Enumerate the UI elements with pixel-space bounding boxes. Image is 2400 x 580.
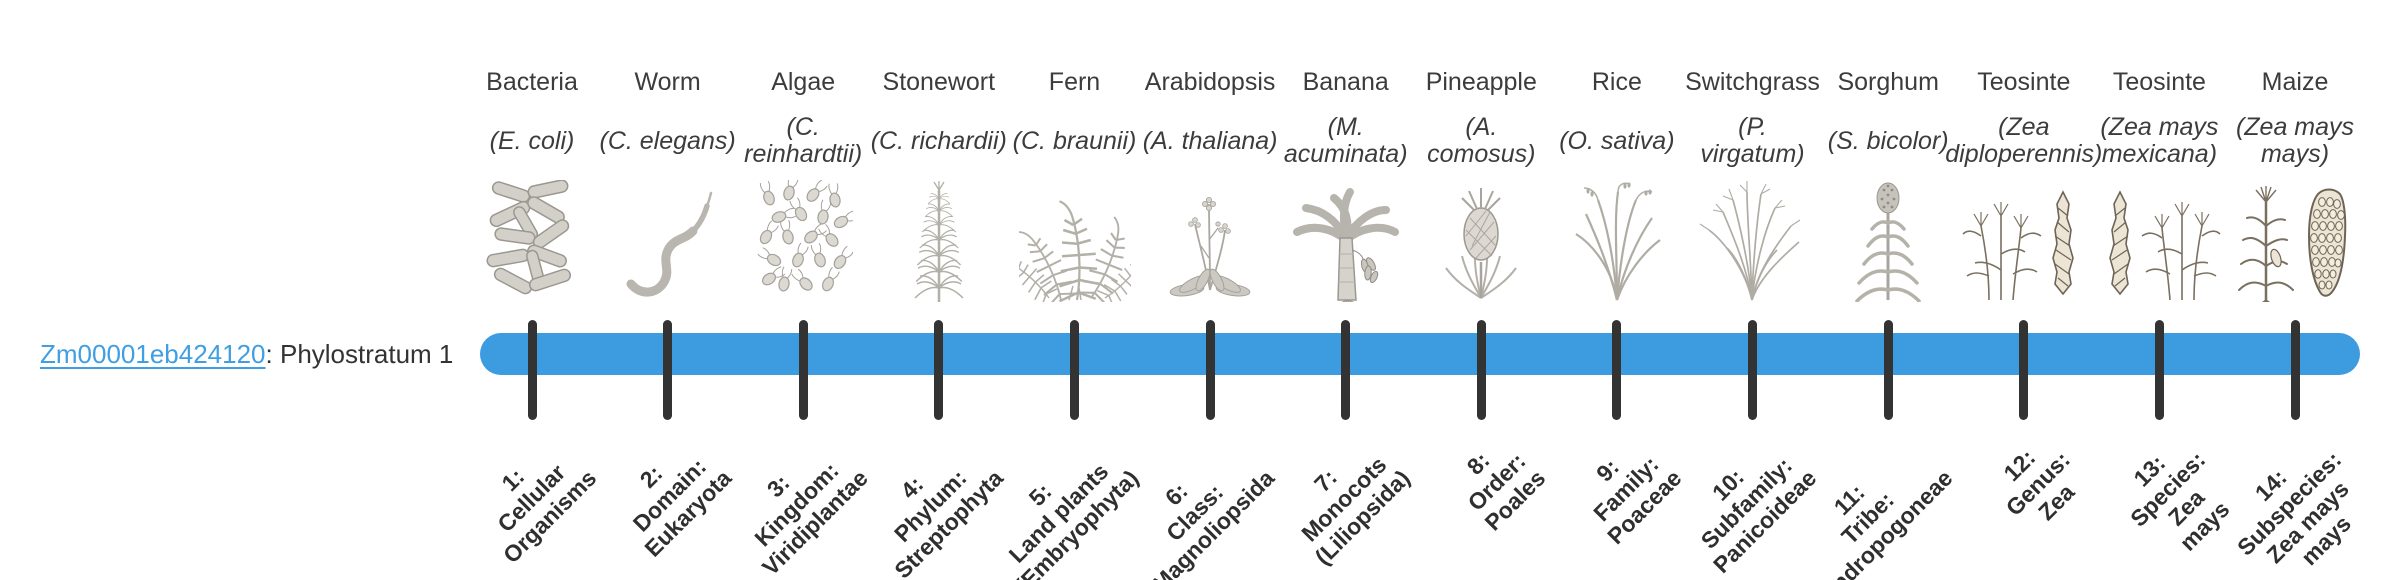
species-scientific-name: (Zea mays mays) (2235, 113, 2355, 168)
stonewort-icon (869, 176, 1009, 302)
species-common-name: Teosinte (2112, 68, 2206, 96)
stratum-label: 8: Order: Poales (1461, 446, 1551, 536)
stratum-label: 4: Phylum: Streptophyta (888, 464, 1008, 580)
tick-mark (663, 320, 673, 420)
species-scientific-name: (C. reinhardtii) (744, 113, 863, 168)
species-scientific-name: (A. comosus) (1427, 113, 1536, 168)
species-common-name: Teosinte (1977, 68, 2071, 96)
bacteria-icon (462, 176, 602, 302)
stratum-label: 2: Domain: Eukaryota (628, 453, 737, 562)
gene-label: Zm00001eb424120: Phylostratum 1 (40, 338, 453, 370)
species-scientific-name: (C. elegans) (599, 126, 736, 155)
species-common-name: Arabidopsis (1144, 68, 1276, 96)
stratum-label: 1: Cellular Organisms (492, 459, 602, 569)
tick-mark (1205, 320, 1215, 420)
species-common-name: Switchgrass (1685, 68, 1820, 96)
stratum-label: 9: Family: Poaceae (1587, 450, 1687, 550)
tick-mark (2290, 320, 2300, 420)
maize-icon (2225, 176, 2365, 302)
switchgrass-icon (1683, 176, 1823, 302)
stratum-label: 13: Species: Zea mays (2124, 446, 2235, 556)
tick-mark (1476, 320, 1486, 420)
species-scientific-name: (E. coli) (489, 126, 575, 155)
species-scientific-name: (S. bicolor) (1827, 126, 1949, 155)
stratum-label: 14: Subspecies: Zea mays mays (2231, 446, 2356, 571)
species-common-name: Algae (771, 68, 836, 96)
species-scientific-name: (P. virgatum) (1700, 113, 1805, 168)
tick-mark (2154, 320, 2164, 420)
species-scientific-name: (M. acuminata) (1283, 113, 1408, 168)
sorghum-icon (1818, 176, 1958, 302)
stratum-label: 12: Genus: Zea (1998, 444, 2079, 526)
teosinte-mexicana-icon (2089, 176, 2229, 302)
stratum-label: 5: Land plants (Embryophyta) (1003, 458, 1144, 580)
stratum-label: 3: Kingdom: Viridiplantae (748, 457, 873, 580)
tick-mark (1883, 320, 1893, 420)
gene-link[interactable]: Zm00001eb424120 (40, 339, 266, 369)
species-common-name: Rice (1591, 68, 1642, 96)
species-scientific-name: (Zea diploperennis) (1945, 113, 2103, 168)
stratum-label: 11: Tribe: Andropogoneae (1814, 464, 1958, 580)
timeline-bar (480, 333, 2360, 375)
species-common-name: Bacteria (486, 68, 578, 96)
species-scientific-name: (Zea mays mexicana) (2100, 113, 2219, 168)
species-common-name: Pineapple (1425, 68, 1537, 96)
fern-icon (1005, 176, 1145, 302)
arabidopsis-icon (1140, 176, 1280, 302)
gene-stratum-text: : Phylostratum 1 (265, 339, 454, 369)
species-common-name: Maize (2261, 68, 2329, 96)
algae-icon (733, 176, 873, 302)
species-common-name: Banana (1302, 68, 1389, 96)
tick-mark (1341, 320, 1351, 420)
teosinte-diploperennis-icon (1954, 176, 2094, 302)
species-scientific-name: (A. thaliana) (1142, 126, 1278, 155)
tick-mark (1070, 320, 1079, 420)
species-common-name: Worm (634, 68, 701, 96)
species-common-name: Stonewort (882, 68, 996, 96)
stratum-label: 7: Monocots (Liliopsida) (1296, 451, 1415, 570)
tick-mark (2019, 320, 2029, 420)
pineapple-icon (1411, 176, 1551, 302)
tick-mark (1748, 320, 1757, 420)
worm-icon (598, 176, 738, 302)
species-scientific-name: (C. richardii) (870, 126, 1007, 155)
tick-mark (1612, 320, 1622, 420)
species-common-name: Fern (1048, 68, 1101, 96)
stratum-label: 6: Class: Magnoliopsida (1147, 464, 1280, 580)
tick-mark (798, 320, 808, 420)
species-common-name: Sorghum (1837, 68, 1939, 96)
tick-mark (527, 320, 537, 420)
rice-icon (1547, 176, 1687, 302)
species-scientific-name: (C. braunii) (1012, 126, 1137, 155)
species-scientific-name: (O. sativa) (1559, 126, 1675, 155)
tick-mark (934, 320, 944, 420)
banana-icon (1276, 176, 1416, 302)
